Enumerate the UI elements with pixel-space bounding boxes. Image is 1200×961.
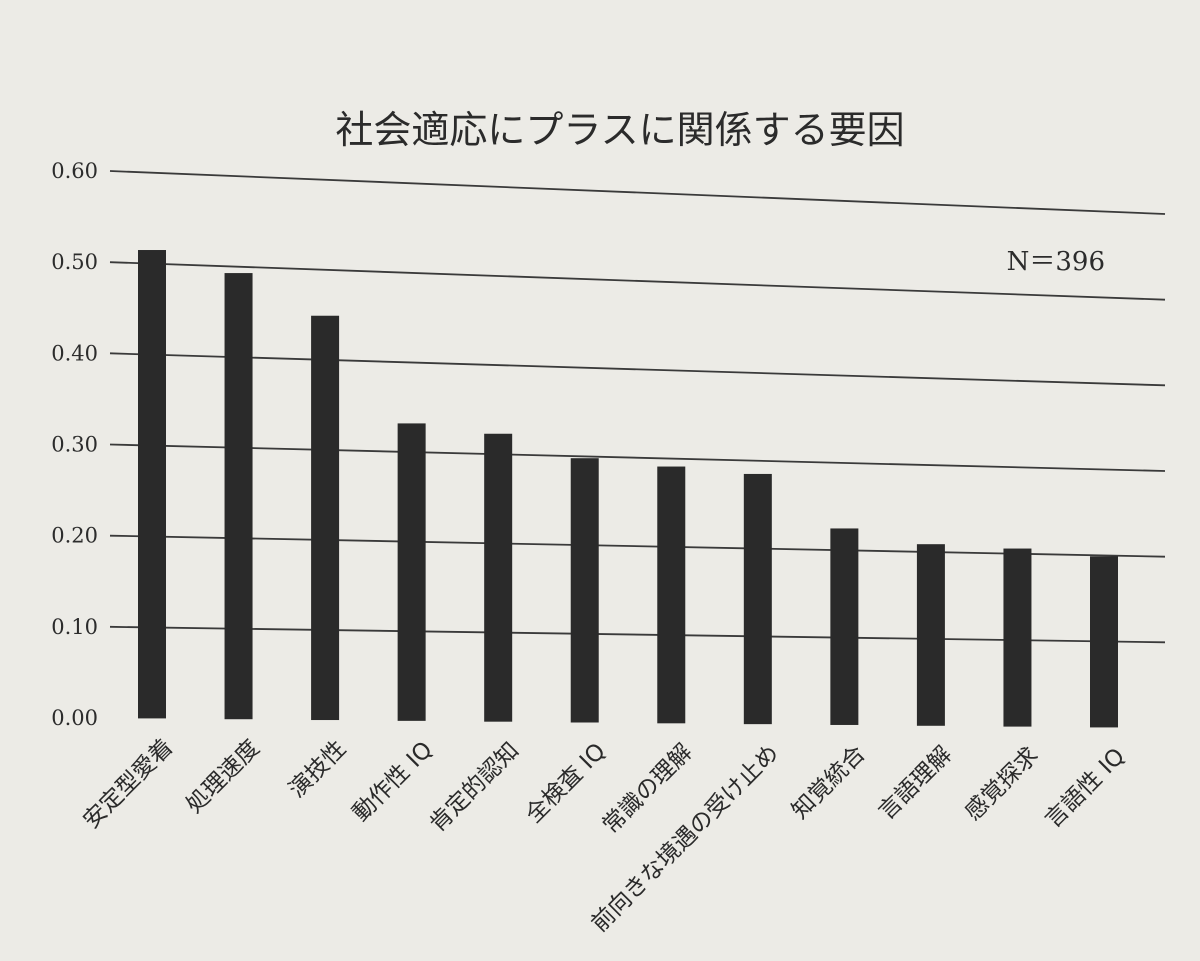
y-tick-label: 0.00 [51,706,98,730]
gridline [109,443,1166,472]
chart-title: 社会適応にプラスに関係する要因 [335,108,904,152]
x-category-label: 安定型愛着 [79,734,179,834]
bar [830,528,859,725]
x-category-label: 知覚統合 [787,741,870,824]
y-tick-label: 0.40 [51,341,98,365]
bar [570,458,599,723]
gridline [109,170,1166,215]
bar [1090,556,1118,728]
gridline [109,261,1166,301]
bar [657,466,686,724]
x-category-label: 全検査 IQ [521,738,611,828]
y-tick-label: 0.10 [51,615,98,639]
bar [397,423,426,721]
y-tick-label: 0.60 [51,159,98,183]
bar [138,250,166,719]
bar [311,315,340,721]
sample-size-note: N＝396 [1007,247,1105,277]
gridline [109,352,1166,387]
x-category-label: 言語性 IQ [1040,743,1130,833]
x-category-label: 処理速度 [181,735,264,818]
x-category-label: 感覚探求 [960,742,1043,825]
gridline [109,625,1166,644]
y-tick-label: 0.50 [51,250,98,274]
y-tick-label: 0.30 [51,433,98,457]
gridline [109,534,1166,558]
bar [484,433,513,722]
bar [1003,548,1032,727]
y-tick-label: 0.20 [51,524,98,548]
bar [743,473,772,725]
x-category-label: 肯定的認知 [425,738,525,838]
bar [224,273,253,720]
x-category-label: 演技性 [284,736,351,803]
x-category-label: 動作性 IQ [348,737,438,827]
x-category-label: 言語理解 [874,742,957,825]
bar [916,544,945,726]
